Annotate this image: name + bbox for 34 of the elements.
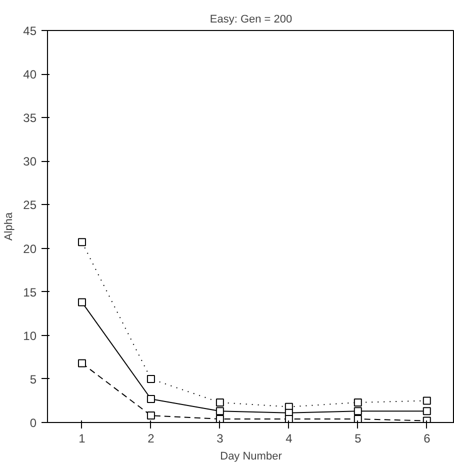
- y-tick-label: 30: [23, 154, 37, 169]
- y-tick-label: 45: [23, 24, 37, 38]
- point: [78, 359, 86, 368]
- point: [216, 398, 224, 406]
- x-tick-label: 5: [354, 432, 362, 446]
- point: [422, 396, 431, 405]
- point: [354, 415, 362, 422]
- y-tick-label: 25: [23, 198, 37, 212]
- point: [216, 415, 224, 422]
- x-axis-title: Day Number: [220, 450, 282, 462]
- point: [422, 407, 431, 416]
- x-tick-label: 2: [148, 432, 155, 446]
- y-tick-label: 5: [30, 372, 37, 386]
- point: [216, 407, 224, 416]
- x-tick-label: 4: [286, 432, 293, 446]
- y-axis-title: Alpha: [3, 212, 16, 241]
- point: [354, 398, 362, 406]
- x-tick-label: 1: [78, 432, 86, 446]
- point: [146, 394, 155, 403]
- y-tick-label: 20: [23, 242, 37, 256]
- y-tick-label: 10: [23, 328, 37, 343]
- point: [78, 298, 86, 306]
- chart-title: Easy: Gen = 200: [210, 14, 292, 26]
- y-tick-label: 15: [23, 285, 37, 300]
- point: [146, 374, 155, 383]
- y-tick-label: 0: [30, 416, 37, 430]
- point: [354, 407, 362, 416]
- x-tick-label: 6: [424, 432, 431, 446]
- y-tick-label: 35: [23, 111, 37, 126]
- point: [78, 238, 86, 246]
- x-tick-label: 3: [216, 432, 224, 446]
- point: [284, 415, 293, 422]
- point: [146, 412, 155, 420]
- y-tick-label: 40: [23, 68, 37, 82]
